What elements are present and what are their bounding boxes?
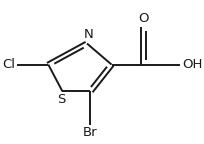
Text: S: S (57, 93, 66, 106)
Text: N: N (84, 28, 94, 41)
Text: OH: OH (182, 58, 202, 71)
Text: Cl: Cl (2, 58, 15, 71)
Text: O: O (138, 12, 149, 25)
Text: Br: Br (83, 126, 98, 139)
